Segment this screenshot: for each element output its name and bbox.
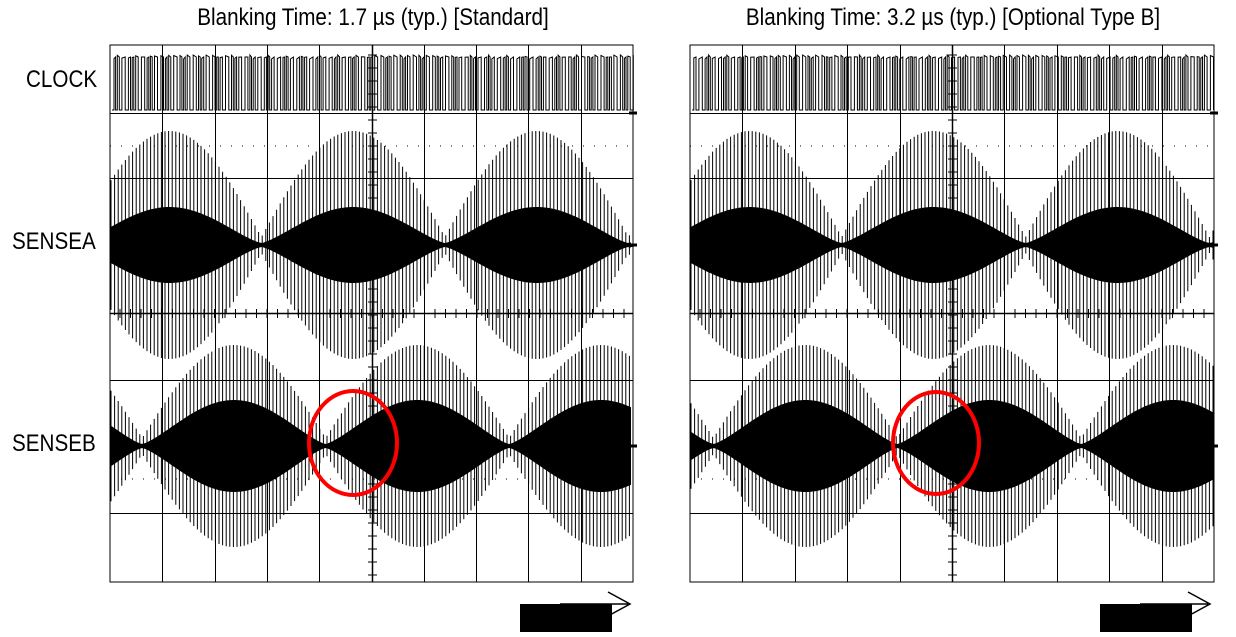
time-direction-block [1100,604,1192,632]
time-direction-arrow [1140,591,1212,617]
clock-trace [112,53,634,111]
channel-label-sensea: SENSEA [12,228,96,255]
senseb-trace-body [111,400,631,492]
time-direction-block [520,604,612,632]
annotation-circle [891,390,981,496]
sensea-trace-body [691,207,1213,283]
chart-title-right: Blanking Time: 3.2 µs (typ.) [Optional T… [745,4,1161,31]
time-direction-arrow [560,591,632,617]
annotation-circle [307,389,399,497]
senseb-trace-body [691,400,1213,492]
channel-label-senseb: SENSEB [12,430,96,457]
sensea-trace-body [111,207,631,283]
chart-title-left: Blanking Time: 1.7 µs (typ.) [Standard] [197,4,549,31]
clock-trace [692,53,1214,111]
channel-label-clock: CLOCK [26,66,98,93]
